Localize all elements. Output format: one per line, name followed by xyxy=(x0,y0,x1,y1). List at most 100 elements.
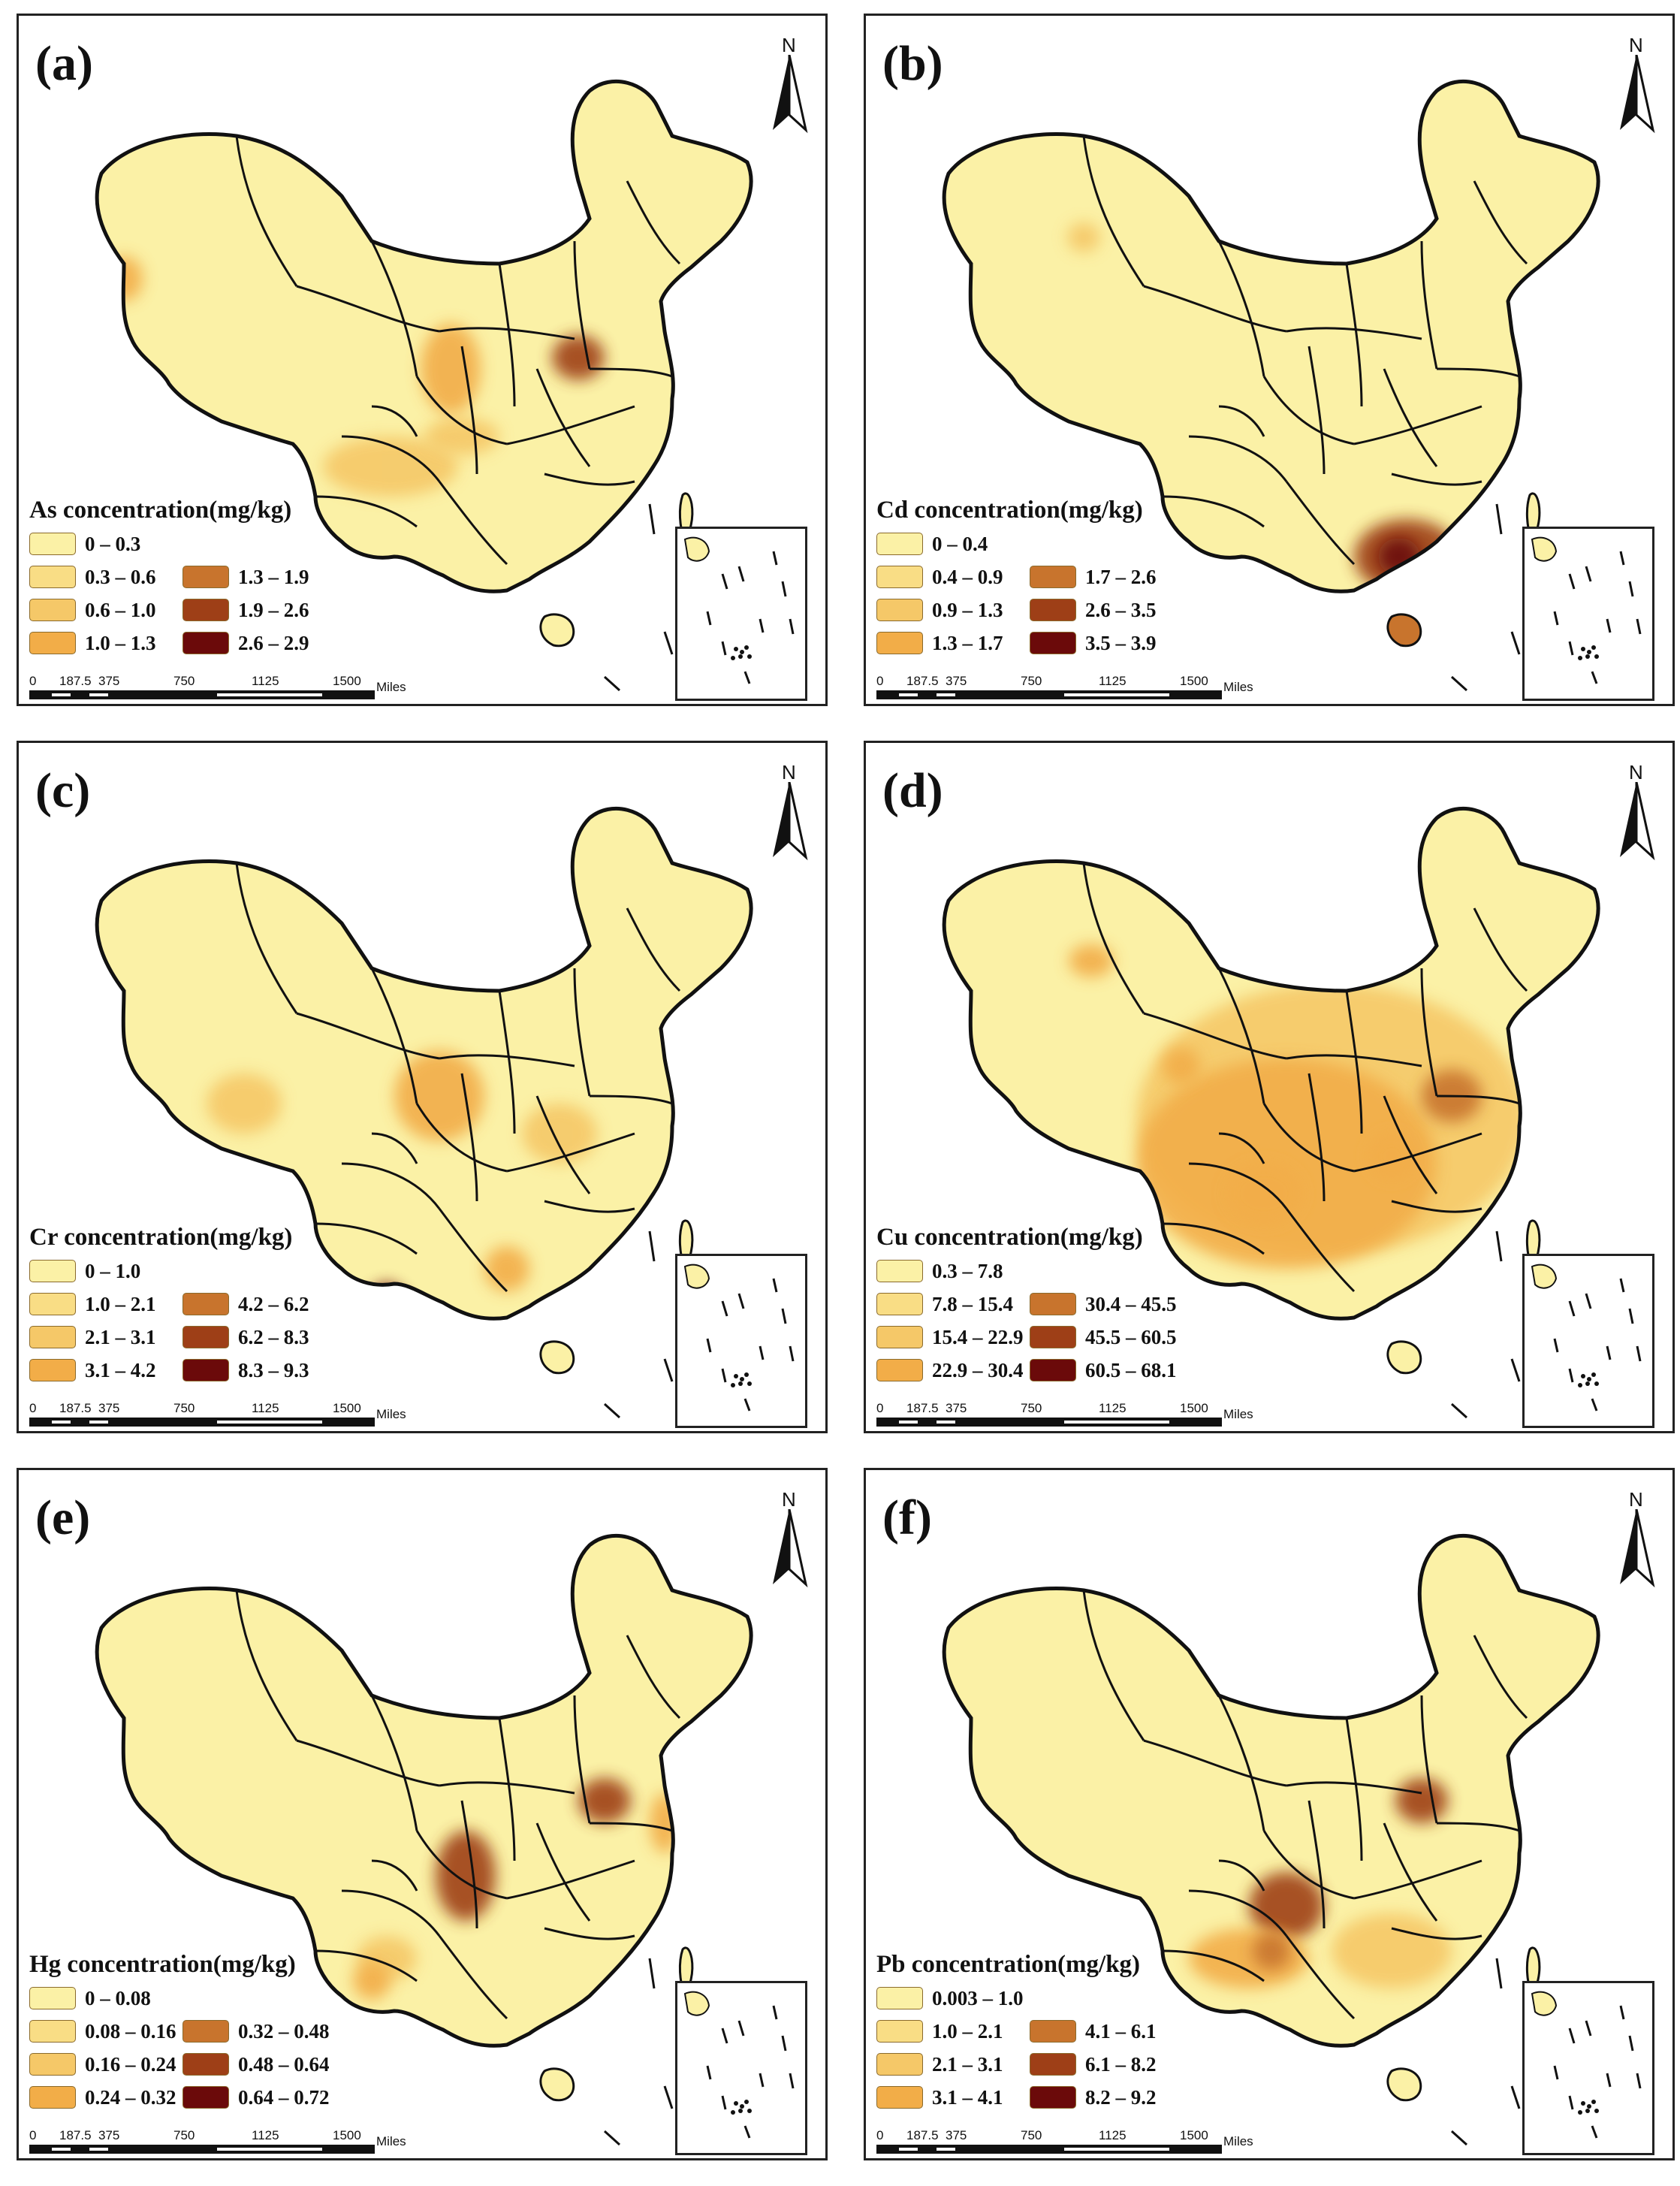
concentration-hotspot xyxy=(1395,1778,1448,1823)
scale-labels: 0 187.5 375 750 1125 1500 Miles xyxy=(29,2128,420,2148)
legend-swatch xyxy=(29,1326,76,1348)
province-boundary xyxy=(438,1208,508,1293)
concentration-hotspot xyxy=(1067,222,1100,252)
map-panel-d: (d) N Cu concentration(mg/kg) 0.3 – 7.8 7.8 … xyxy=(864,741,1675,1433)
province-boundary xyxy=(1345,263,1363,407)
legend-label: 0.64 – 0.72 xyxy=(238,2085,330,2109)
legend-item: 0.003 – 1.0 xyxy=(876,1984,1024,2012)
china-map xyxy=(942,79,1600,692)
legend-swatch xyxy=(876,533,923,555)
legend-item: 0.3 – 7.8 xyxy=(876,1257,1003,1285)
legend-swatch xyxy=(1030,2086,1076,2109)
north-arrow-icon: N xyxy=(770,1488,809,1588)
legend-swatch xyxy=(1030,2053,1076,2076)
north-label: N xyxy=(1629,761,1643,784)
legend-label: 6.1 – 8.2 xyxy=(1085,2052,1157,2076)
legend-label: 1.0 – 1.3 xyxy=(85,631,156,654)
province-boundary xyxy=(1391,1200,1482,1213)
legend-item: 0.08 – 0.16 xyxy=(29,2017,176,2046)
legend-item: 0.6 – 1.0 xyxy=(29,596,156,624)
legend-swatch xyxy=(1030,2020,1076,2043)
scale-tick-label: 750 xyxy=(173,674,195,688)
province-boundary xyxy=(341,435,441,482)
legend-swatch xyxy=(876,2053,923,2076)
province-boundary xyxy=(535,1095,591,1194)
province-boundary xyxy=(296,285,440,333)
legend-swatch xyxy=(29,2086,76,2109)
legend-swatch xyxy=(1030,566,1076,588)
province-boundary xyxy=(1353,1859,1482,1900)
legend-item: 2.1 – 3.1 xyxy=(29,1323,156,1351)
legend-item: 0.4 – 0.9 xyxy=(876,563,1003,591)
legend-swatch xyxy=(182,1359,229,1381)
scale-tick-label: 1125 xyxy=(252,674,279,688)
legend-label: 2.6 – 2.9 xyxy=(238,631,309,654)
concentration-hotspot xyxy=(357,1284,417,1319)
scale-tick-label: 1125 xyxy=(252,1401,279,1415)
legend-label: 0.48 – 0.64 xyxy=(238,2052,330,2076)
scale-tick-label: 375 xyxy=(946,2128,967,2142)
legend-item: 7.8 – 15.4 xyxy=(876,1290,1013,1318)
province-boundary xyxy=(439,1054,575,1067)
legend-label: 1.9 – 2.6 xyxy=(238,598,309,621)
scale-track xyxy=(876,690,1222,699)
scale-tick-label: 0 xyxy=(29,674,37,688)
province-boundary xyxy=(1262,1103,1355,1173)
scale-unit-label: Miles xyxy=(376,680,406,694)
legend-swatch xyxy=(29,1260,76,1282)
province-boundary xyxy=(498,1717,516,1861)
island-dash xyxy=(1495,503,1503,535)
scale-segment xyxy=(89,2148,108,2151)
scale-unit-label: Miles xyxy=(376,2134,406,2148)
country-boundary xyxy=(942,806,1600,1321)
province-boundary xyxy=(1218,1859,1265,1892)
north-label: N xyxy=(782,1488,796,1511)
country-boundary xyxy=(95,1533,753,2048)
legend-swatch xyxy=(29,2053,76,2076)
scale-segment xyxy=(89,693,108,696)
legend-item: 22.9 – 30.4 xyxy=(876,1356,1024,1384)
province-boundary xyxy=(1420,1695,1438,1824)
province-boundary xyxy=(235,862,298,1014)
province-boundary xyxy=(573,1695,591,1824)
legend-swatch xyxy=(29,599,76,621)
legend-label: 1.0 – 2.1 xyxy=(932,2019,1003,2043)
panel-label: (a) xyxy=(35,36,93,91)
province-boundary xyxy=(460,1073,478,1202)
province-boundary xyxy=(1420,240,1438,370)
legend-label: 3.5 – 3.9 xyxy=(1085,631,1157,654)
concentration-hotspot xyxy=(484,1246,529,1291)
legend-label: 1.0 – 2.1 xyxy=(85,1292,156,1315)
legend-label: 1.3 – 1.7 xyxy=(932,631,1003,654)
legend-item: 1.3 – 1.7 xyxy=(876,629,1003,657)
scale-bar: 0 187.5 375 750 1125 1500 Miles xyxy=(29,674,406,704)
north-label: N xyxy=(782,761,796,784)
concentration-hotspot xyxy=(650,1793,680,1853)
island-dash xyxy=(603,2130,621,2146)
concentration-hotspot xyxy=(409,1344,469,1404)
legend-swatch xyxy=(29,1359,76,1381)
province-boundary xyxy=(1262,376,1355,445)
legend-swatch xyxy=(182,1293,229,1315)
concentration-hotspot xyxy=(323,436,458,497)
province-boundary xyxy=(1383,1822,1438,1922)
legend-swatch xyxy=(1030,599,1076,621)
scale-segment xyxy=(52,693,71,696)
island-dash xyxy=(648,1230,656,1262)
scale-tick-label: 0 xyxy=(876,1401,884,1415)
province-boundary xyxy=(1188,1889,1288,1937)
legend-title: As concentration(mg/kg) xyxy=(29,497,292,524)
hainan-island xyxy=(1386,613,1422,648)
south-china-sea-inset xyxy=(1522,527,1654,701)
legend-item: 0.3 – 0.6 xyxy=(29,563,156,591)
province-boundary xyxy=(1262,1830,1355,1900)
scale-tick-label: 0 xyxy=(29,2128,37,2142)
scale-tick-label: 1500 xyxy=(333,2128,361,2142)
concentration-hotspot xyxy=(1226,1164,1301,1224)
province-boundary xyxy=(573,968,591,1097)
legend-swatch xyxy=(876,2020,923,2043)
province-boundary xyxy=(498,990,516,1134)
province-boundary xyxy=(371,405,418,437)
scale-segment xyxy=(1064,2148,1169,2151)
scale-tick-label: 1500 xyxy=(1180,2128,1208,2142)
